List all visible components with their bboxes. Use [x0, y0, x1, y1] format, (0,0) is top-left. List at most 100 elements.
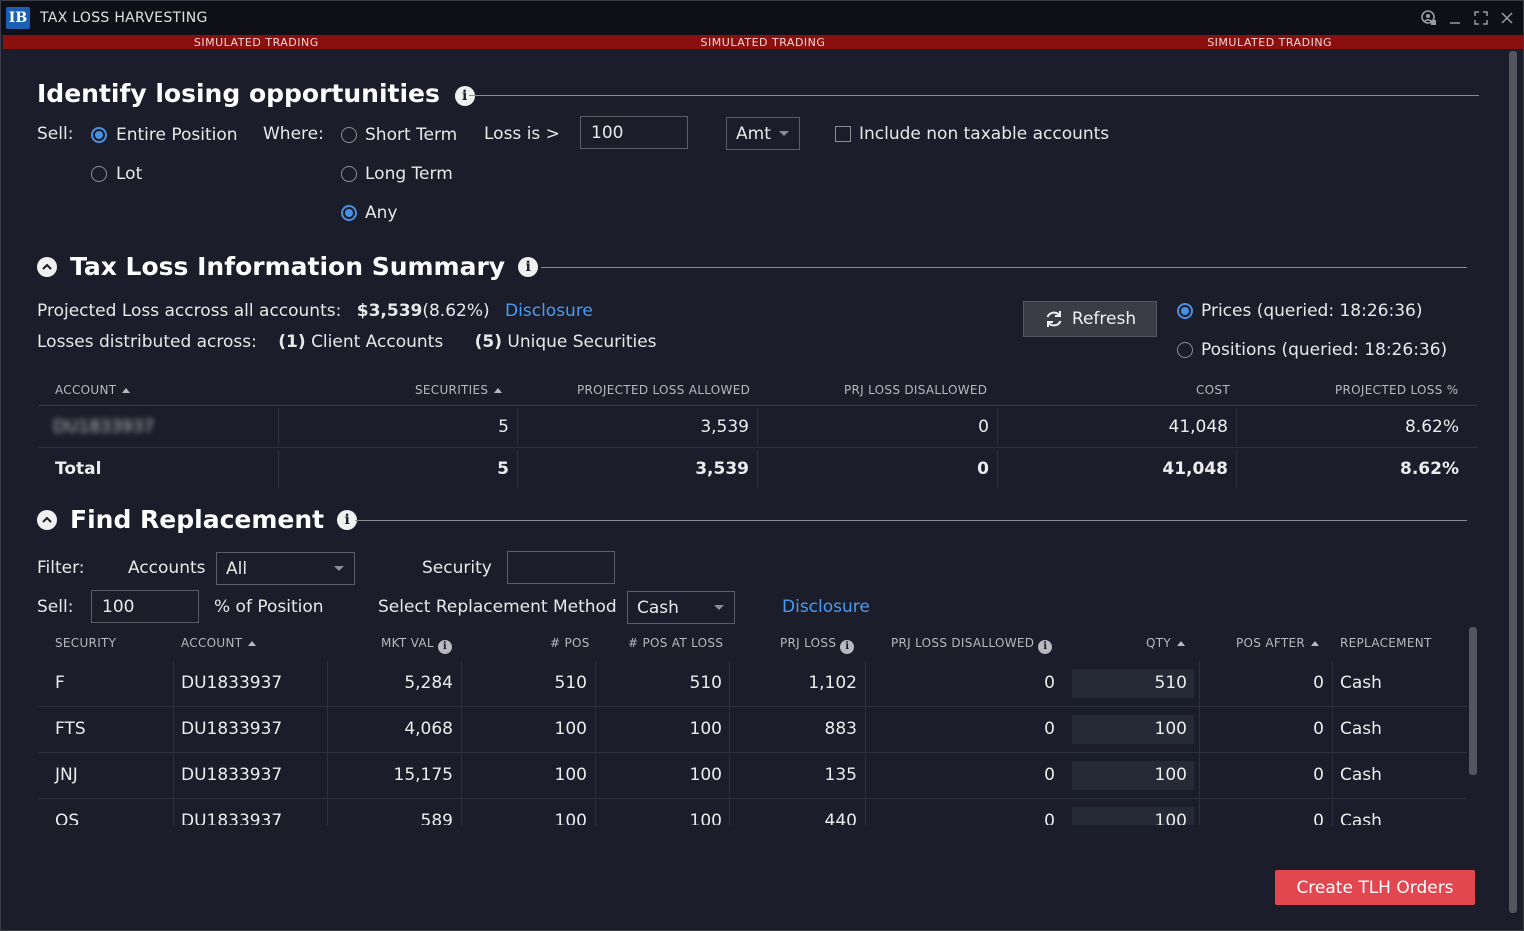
- col-header-pos-after[interactable]: POS AFTER: [1236, 636, 1319, 650]
- radio-unselected[interactable]: [341, 166, 357, 182]
- col-header-projected-loss-pct[interactable]: PROJECTED LOSS %: [1335, 383, 1459, 397]
- column-separator: [729, 753, 730, 798]
- col-header-security[interactable]: SECURITY: [55, 636, 117, 650]
- column-separator: [461, 707, 462, 752]
- qty-input[interactable]: [1072, 807, 1194, 825]
- main-scrollbar[interactable]: [1509, 51, 1517, 913]
- table-scrollbar[interactable]: [1469, 627, 1477, 775]
- table-row[interactable]: DU1833937 5 3,539 0 41,048 8.62%: [39, 408, 1477, 446]
- radio-unselected[interactable]: [1177, 342, 1193, 358]
- col-header-securities[interactable]: SECURITIES: [415, 383, 503, 397]
- cell-prj-loss: 135: [824, 765, 857, 785]
- col-header-mkt-val[interactable]: MKT VAL i: [381, 636, 452, 654]
- col-header-pos[interactable]: # POS: [550, 636, 590, 650]
- include-non-taxable-checkbox[interactable]: Include non taxable accounts: [835, 124, 1109, 144]
- qty-input[interactable]: [1072, 715, 1194, 744]
- info-icon[interactable]: i: [437, 639, 452, 654]
- qty-input[interactable]: [1072, 669, 1194, 698]
- col-header-cost[interactable]: COST: [1196, 383, 1230, 397]
- col-header-account[interactable]: ACCOUNT: [55, 383, 131, 397]
- col-header-prj-loss-disallowed[interactable]: PRJ LOSS DISALLOWED i: [891, 636, 1053, 654]
- radio-unselected[interactable]: [91, 166, 107, 182]
- securities-value: 5: [498, 417, 509, 437]
- sort-ascending-icon: [122, 388, 131, 393]
- sort-ascending-icon: [1310, 641, 1319, 646]
- pct-value: 8.62%: [1404, 417, 1459, 437]
- cell-replacement[interactable]: Cash: [1340, 673, 1382, 693]
- loss-threshold-input[interactable]: 100: [580, 116, 688, 149]
- sell-entire-position-radio[interactable]: Entire Position: [91, 125, 238, 145]
- col-header-prj-loss[interactable]: PRJ LOSS i: [780, 636, 855, 654]
- replacement-disclosure-link[interactable]: Disclosure: [782, 597, 870, 617]
- table-row[interactable]: OS DU1833937 589 100 100 440 0 100 0 Cash: [39, 799, 1467, 825]
- refresh-icon: [1046, 311, 1062, 327]
- cell-disallowed: 0: [1044, 765, 1055, 785]
- radio-selected[interactable]: [1177, 303, 1193, 319]
- identify-title-text: Identify losing opportunities: [37, 79, 440, 108]
- header-divider: [39, 405, 1477, 406]
- sell-percent-input[interactable]: 100: [91, 590, 199, 623]
- cell-qty[interactable]: 100: [1154, 719, 1187, 739]
- where-any-radio[interactable]: Any: [341, 203, 397, 223]
- cell-pos-at-loss: 100: [689, 719, 722, 739]
- checkbox-box[interactable]: [835, 126, 851, 142]
- loss-unit-select[interactable]: Amt: [726, 117, 800, 150]
- info-icon[interactable]: i: [1038, 639, 1053, 654]
- summary-title-text: Tax Loss Information Summary: [70, 252, 506, 281]
- prices-source-radio[interactable]: Prices (queried: 18:26:36): [1177, 301, 1422, 321]
- table-row[interactable]: JNJ DU1833937 15,175 100 100 135 0 100 0 Cash: [39, 753, 1467, 799]
- column-separator: [173, 799, 174, 825]
- summary-disclosure-link[interactable]: Disclosure: [505, 301, 593, 321]
- maximize-icon[interactable]: [1473, 9, 1489, 27]
- column-separator: [461, 799, 462, 825]
- radio-selected[interactable]: [91, 127, 107, 143]
- info-icon[interactable]: i: [840, 639, 855, 654]
- accounts-filter-select[interactable]: All: [216, 552, 355, 585]
- info-icon[interactable]: i: [518, 256, 539, 277]
- collapse-chevron-icon[interactable]: [37, 509, 57, 530]
- close-icon[interactable]: [1499, 9, 1515, 27]
- create-tlh-orders-button[interactable]: Create TLH Orders: [1275, 870, 1475, 905]
- where-long-term-radio[interactable]: Long Term: [341, 164, 453, 184]
- column-separator: [595, 753, 596, 798]
- client-accounts-count: (1): [278, 332, 306, 352]
- title-bar: IB TAX LOSS HARVESTING: [1, 1, 1523, 35]
- sell-lot-radio[interactable]: Lot: [91, 164, 142, 184]
- col-header-prj-loss-disallowed[interactable]: PRJ LOSS DISALLOWED: [844, 383, 988, 397]
- collapse-chevron-icon[interactable]: [37, 256, 57, 277]
- positions-source-radio[interactable]: Positions (queried: 18:26:36): [1177, 340, 1447, 360]
- column-separator: [1236, 408, 1237, 446]
- column-separator: [595, 799, 596, 825]
- col-header-account[interactable]: ACCOUNT: [181, 636, 257, 650]
- cell-qty[interactable]: 510: [1154, 673, 1187, 693]
- cell-qty[interactable]: 100: [1154, 811, 1187, 825]
- radio-unselected[interactable]: [341, 127, 357, 143]
- sim-banner-text: SIMULATED TRADING: [1207, 35, 1333, 49]
- cell-qty[interactable]: 100: [1154, 765, 1187, 785]
- table-row[interactable]: FTS DU1833937 4,068 100 100 883 0 100 0 Cash: [39, 707, 1467, 753]
- replacement-method-label: Select Replacement Method: [378, 597, 617, 617]
- col-header-projected-loss-allowed[interactable]: PROJECTED LOSS ALLOWED: [577, 383, 751, 397]
- cell-replacement[interactable]: Cash: [1340, 811, 1382, 825]
- where-short-term-radio[interactable]: Short Term: [341, 125, 457, 145]
- table-row[interactable]: F DU1833937 5,284 510 510 1,102 0 510 0 Cash: [39, 661, 1467, 707]
- section-divider: [469, 95, 1479, 96]
- col-header-replacement[interactable]: REPLACEMENT: [1340, 636, 1432, 650]
- info-icon[interactable]: i: [337, 509, 358, 530]
- security-filter-input[interactable]: [507, 551, 615, 584]
- cell-replacement[interactable]: Cash: [1340, 765, 1382, 785]
- col-header-qty[interactable]: QTY: [1146, 636, 1186, 650]
- column-separator: [757, 450, 758, 488]
- qty-input[interactable]: [1072, 761, 1194, 790]
- col-header-pos-at-loss[interactable]: # POS AT LOSS: [628, 636, 724, 650]
- refresh-button[interactable]: Refresh: [1023, 301, 1157, 337]
- minimize-icon[interactable]: [1447, 9, 1463, 27]
- radio-selected[interactable]: [341, 205, 357, 221]
- replacement-method-select[interactable]: Cash: [627, 591, 735, 624]
- cell-security: FTS: [55, 719, 86, 739]
- cell-replacement[interactable]: Cash: [1340, 719, 1382, 739]
- info-icon[interactable]: i: [454, 86, 475, 106]
- chat-icon[interactable]: [1421, 9, 1437, 27]
- cell-pos: 100: [554, 811, 587, 825]
- column-separator: [757, 408, 758, 446]
